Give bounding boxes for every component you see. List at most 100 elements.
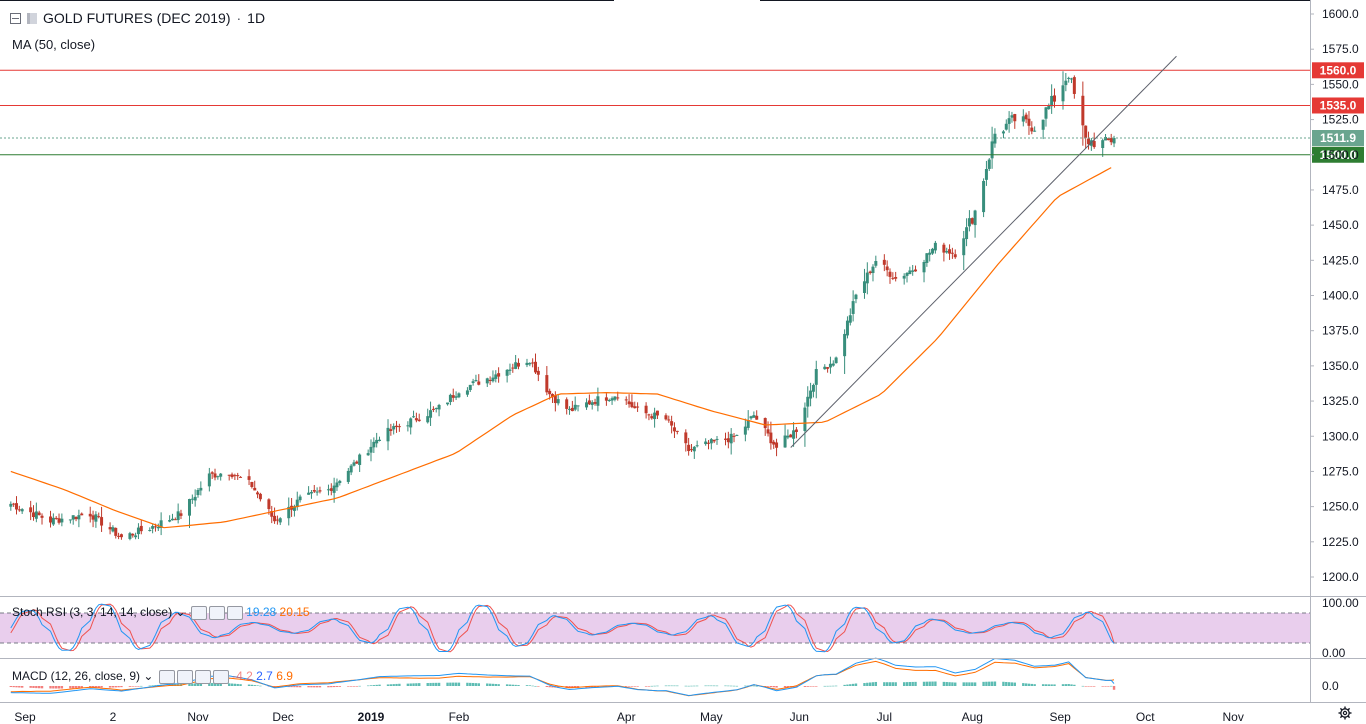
candle[interactable]	[514, 354, 518, 370]
candle[interactable]	[689, 443, 693, 452]
candle[interactable]	[644, 402, 648, 419]
candle[interactable]	[468, 384, 472, 392]
candle[interactable]	[704, 438, 708, 446]
candle[interactable]	[576, 405, 580, 412]
candle[interactable]	[970, 217, 974, 225]
candle[interactable]	[868, 270, 872, 275]
symbol-title[interactable]: GOLD FUTURES (DEC 2019)	[43, 10, 231, 26]
candle[interactable]	[170, 513, 174, 521]
eye-icon[interactable]	[190, 605, 207, 620]
candle[interactable]	[1013, 113, 1017, 129]
candle[interactable]	[88, 506, 92, 523]
candle[interactable]	[14, 496, 18, 515]
candle[interactable]	[831, 360, 835, 367]
candle[interactable]	[236, 472, 240, 480]
candle[interactable]	[1044, 106, 1048, 127]
candle[interactable]	[335, 478, 339, 491]
candle[interactable]	[386, 419, 390, 451]
candle[interactable]	[111, 525, 115, 533]
candle[interactable]	[749, 415, 753, 420]
candle[interactable]	[692, 446, 696, 459]
candle[interactable]	[587, 394, 591, 406]
candle[interactable]	[885, 260, 889, 277]
close-icon[interactable]	[226, 605, 243, 620]
candle[interactable]	[531, 358, 535, 368]
candle[interactable]	[709, 438, 713, 450]
candle[interactable]	[17, 505, 21, 512]
candle[interactable]	[94, 511, 98, 528]
candle[interactable]	[1033, 126, 1037, 132]
candle[interactable]	[862, 268, 866, 299]
candle[interactable]	[596, 387, 600, 412]
candle[interactable]	[914, 265, 918, 272]
horizontal-levels[interactable]: 1560.0 1535.0 1511.9 1500.0	[0, 62, 1364, 163]
candle[interactable]	[80, 512, 84, 516]
candle[interactable]	[607, 398, 611, 402]
candle[interactable]	[1001, 130, 1005, 139]
candle[interactable]	[230, 472, 234, 479]
candle[interactable]	[675, 430, 679, 435]
candle[interactable]	[494, 370, 498, 383]
candle[interactable]	[151, 524, 155, 534]
candle[interactable]	[687, 437, 691, 456]
candle[interactable]	[256, 490, 260, 499]
candle[interactable]	[1064, 72, 1068, 92]
candle[interactable]	[933, 240, 937, 254]
candle[interactable]	[962, 230, 966, 271]
candle[interactable]	[604, 393, 608, 406]
candle[interactable]	[792, 422, 796, 447]
candle[interactable]	[210, 471, 214, 479]
candle[interactable]	[854, 293, 858, 304]
candle[interactable]	[448, 393, 452, 406]
candle[interactable]	[74, 516, 78, 522]
candle[interactable]	[12, 502, 16, 507]
candle[interactable]	[1010, 111, 1014, 123]
candle[interactable]	[888, 268, 892, 284]
candle[interactable]	[1007, 111, 1011, 133]
candle[interactable]	[636, 402, 640, 412]
candle[interactable]	[647, 413, 651, 421]
gear-icon[interactable]	[208, 605, 225, 620]
chevron-down-icon[interactable]: ⌄	[143, 669, 154, 683]
candle[interactable]	[783, 424, 787, 448]
candle[interactable]	[358, 453, 362, 472]
candle[interactable]	[743, 418, 747, 442]
settings-icon[interactable]	[194, 669, 211, 684]
candle[interactable]	[60, 513, 64, 527]
candle[interactable]	[369, 439, 373, 462]
candle[interactable]	[417, 413, 421, 422]
candle[interactable]	[412, 410, 416, 418]
candle[interactable]	[295, 491, 299, 511]
candle[interactable]	[312, 484, 316, 493]
candle[interactable]	[131, 533, 135, 538]
candle[interactable]	[516, 358, 520, 370]
candle[interactable]	[667, 415, 671, 423]
candle[interactable]	[865, 262, 869, 295]
candle[interactable]	[511, 363, 515, 373]
candle[interactable]	[395, 420, 399, 433]
candle[interactable]	[650, 413, 654, 420]
candle[interactable]	[491, 370, 495, 383]
candle[interactable]	[397, 423, 401, 432]
candle[interactable]	[928, 249, 932, 262]
candle[interactable]	[349, 464, 353, 476]
candle[interactable]	[429, 401, 433, 426]
candle[interactable]	[925, 253, 929, 267]
trendline[interactable]	[790, 55, 1177, 448]
candle[interactable]	[338, 479, 342, 486]
candle[interactable]	[1050, 84, 1054, 114]
candle[interactable]	[389, 423, 393, 436]
candle[interactable]	[29, 500, 33, 521]
candle[interactable]	[786, 429, 790, 440]
candle[interactable]	[1030, 121, 1034, 135]
candle[interactable]	[729, 428, 733, 455]
candle[interactable]	[735, 434, 739, 436]
candle[interactable]	[908, 266, 912, 275]
candle[interactable]	[1104, 134, 1108, 141]
close-icon[interactable]	[212, 669, 229, 684]
candle[interactable]	[57, 513, 61, 525]
candle[interactable]	[794, 427, 798, 439]
candle[interactable]	[811, 383, 815, 398]
candle[interactable]	[253, 480, 257, 491]
candle[interactable]	[874, 255, 878, 268]
